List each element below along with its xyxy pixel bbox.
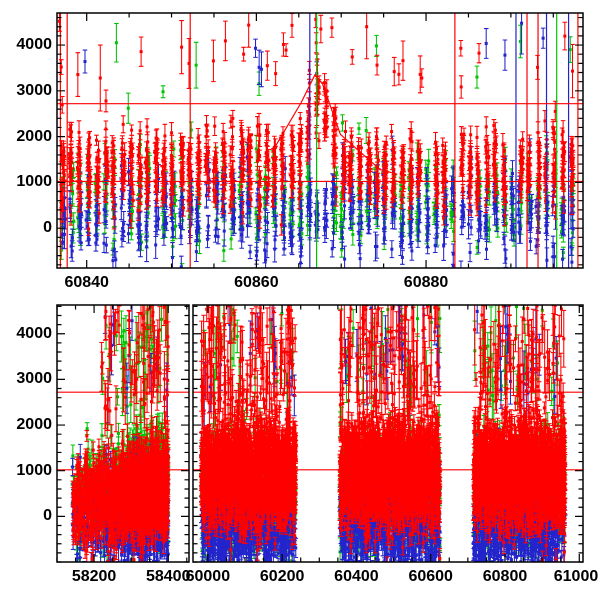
y-tick-label: 4000: [16, 324, 52, 342]
y-tick-label: 0: [43, 507, 52, 525]
x-tick-label: 60880: [403, 274, 449, 291]
bottom-panel: [57, 305, 583, 562]
x-tick-label: 58400: [145, 568, 191, 585]
x-tick-label: 60600: [408, 568, 453, 585]
x-tick-label: 60860: [234, 274, 279, 291]
x-tick-label: 58200: [71, 568, 117, 585]
x-tick-label: 61000: [553, 568, 599, 585]
y-tick-label: 2000: [16, 416, 52, 434]
y-tick-label: 4000: [16, 36, 52, 54]
x-tick-label: 60000: [185, 568, 231, 585]
x-tick-label: 60840: [64, 274, 109, 291]
y-tick-label: 3000: [16, 370, 52, 388]
y-tick-label: 0: [43, 219, 52, 237]
top-panel: [57, 13, 583, 268]
x-tick-label: 60200: [259, 568, 305, 585]
x-tick-label: 60400: [334, 568, 379, 585]
y-tick-label: 1000: [16, 461, 52, 479]
x-tick-label: 60800: [482, 568, 528, 585]
y-tick-label: 2000: [16, 127, 52, 145]
y-tick-label: 1000: [16, 173, 52, 191]
y-tick-label: 3000: [16, 81, 52, 99]
